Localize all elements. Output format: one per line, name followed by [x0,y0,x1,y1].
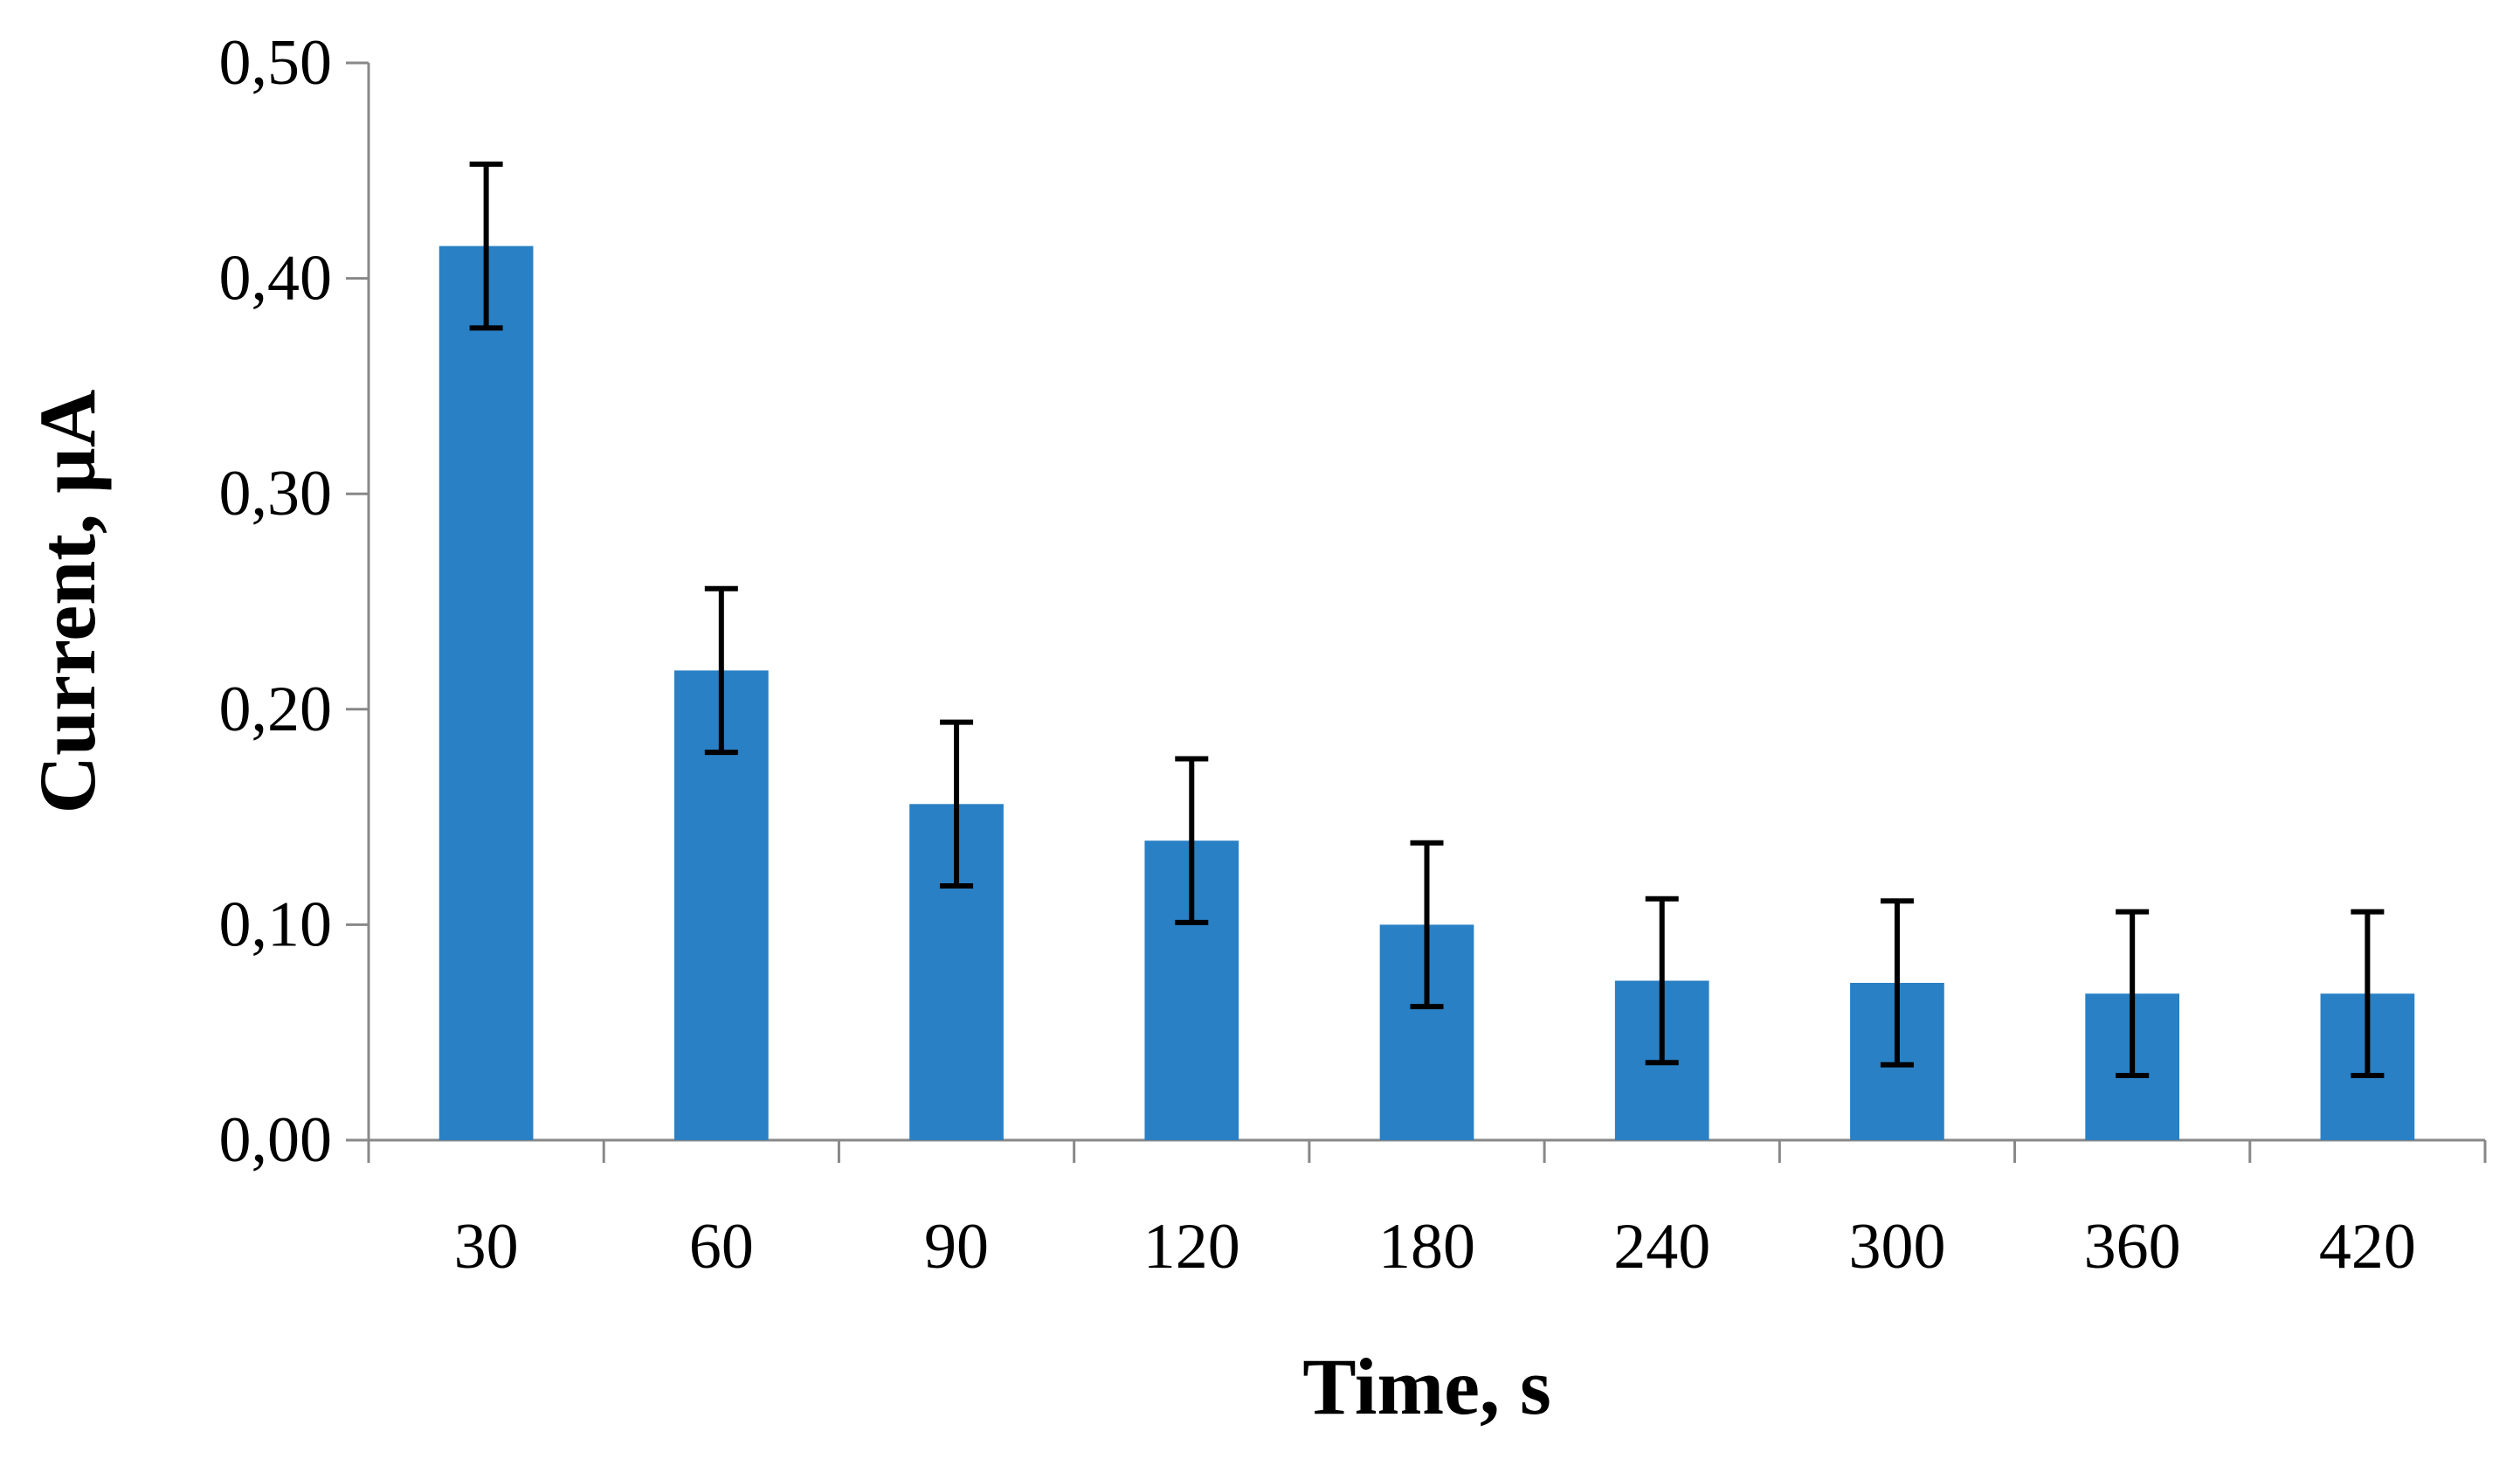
x-axis-ticks: 30 60 90 120 180 240 300 360 420 [367,1140,2487,1283]
error-bar [1880,898,1914,1068]
y-tick-label: 0,00 [219,1104,333,1176]
error-bar [2116,909,2150,1079]
x-tick-label: 420 [2319,1211,2416,1283]
x-tick-label: 180 [1378,1211,1475,1283]
x-tick-label: 60 [689,1211,754,1283]
y-tick-label: 0,20 [219,674,333,745]
error-bar [469,161,503,331]
y-tick-label: 0,30 [219,458,333,529]
y-axis-ticks: 0,00 0,10 0,20 0,30 0,40 0,50 [219,27,369,1176]
error-bar [940,719,974,889]
error-bar [1175,756,1209,925]
error-bars [469,161,2385,1079]
error-bar [2351,909,2385,1079]
bar [438,246,534,1140]
x-tick-label: 240 [1613,1211,1710,1283]
x-tick-label: 90 [924,1211,989,1283]
y-tick-label: 0,10 [219,889,333,960]
y-tick-label: 0,50 [219,27,333,99]
x-tick-label: 30 [454,1211,519,1283]
x-tick-label: 300 [1848,1211,1945,1283]
error-bar [704,585,738,756]
y-axis-title: Current, µA [23,390,112,814]
x-axis-title: Time, s [1302,1342,1551,1431]
error-bar [1645,896,1679,1066]
bars [438,246,2415,1140]
y-tick-label: 0,40 [219,243,333,315]
x-tick-label: 360 [2084,1211,2181,1283]
x-tick-label: 120 [1143,1211,1240,1283]
error-bar [1410,840,1444,1010]
